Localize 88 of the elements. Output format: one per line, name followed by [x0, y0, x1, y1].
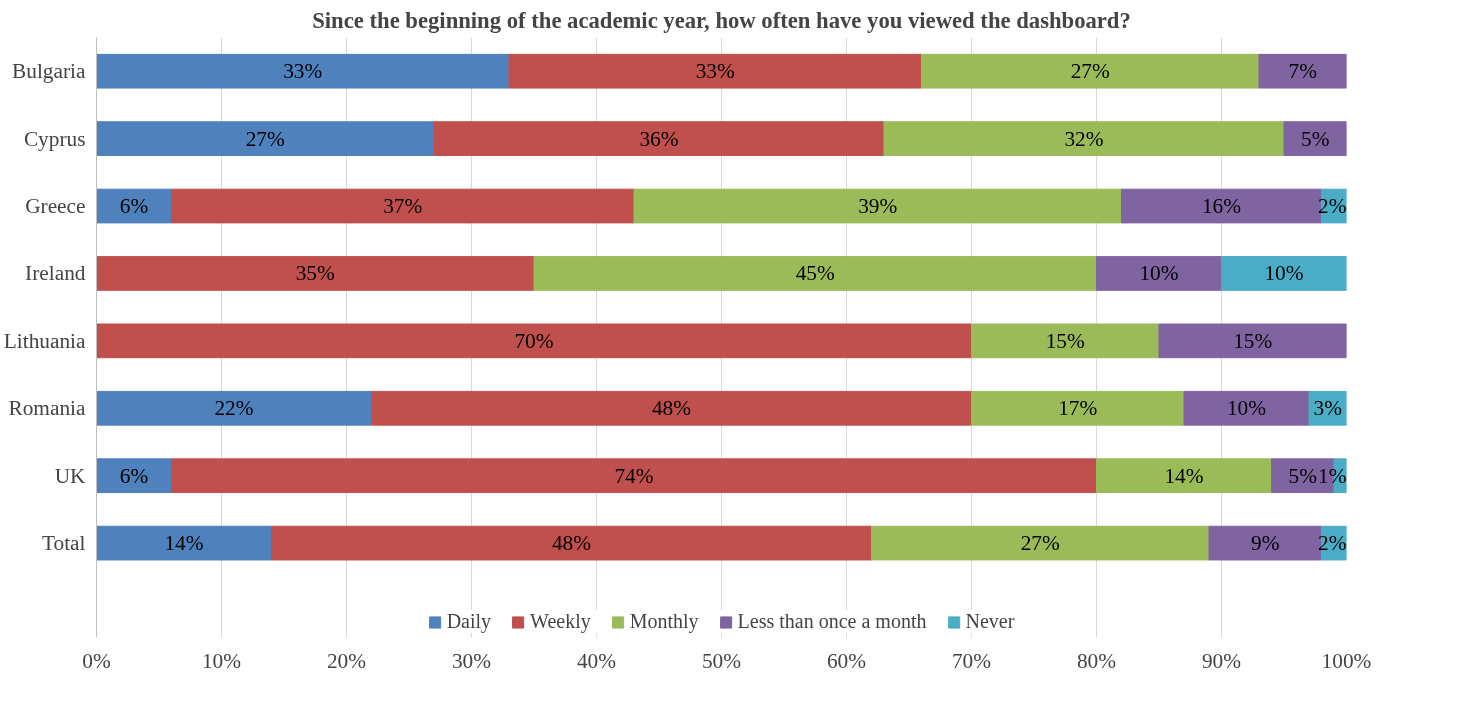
data-label: 1%: [1318, 463, 1347, 488]
x-tick-label: 100%: [1321, 648, 1372, 673]
legend-label: Monthly: [629, 610, 699, 633]
chart-title: Since the beginning of the academic year, how often have you viewed the dashboard?: [312, 7, 1131, 33]
data-label: 22%: [214, 396, 254, 421]
x-tick-label: 80%: [1076, 648, 1117, 673]
bar: [96, 323, 972, 359]
data-label: 10%: [1139, 261, 1179, 286]
bar: [96, 256, 535, 291]
bar: [96, 525, 272, 561]
bar: [871, 525, 1210, 561]
bar: [633, 188, 1122, 224]
x-tick-label: 60%: [826, 648, 867, 673]
data-label: 32%: [1064, 126, 1104, 151]
data-label: 14%: [164, 531, 204, 556]
x-tick-label: 40%: [576, 648, 617, 673]
legend-label: Weekly: [530, 610, 591, 633]
data-label: 15%: [1233, 328, 1273, 353]
data-label: 39%: [858, 194, 898, 219]
legend-label: Never: [965, 610, 1015, 633]
data-label: 10%: [1226, 396, 1267, 421]
bar: [971, 390, 1185, 426]
x-tick-label: 20%: [326, 648, 367, 673]
bar: [533, 256, 1097, 291]
x-tick-label: 30%: [451, 648, 492, 673]
data-label: 5%: [1288, 463, 1318, 488]
bar: [1096, 256, 1222, 291]
data-label: 3%: [1313, 396, 1343, 421]
data-label: 6%: [119, 463, 149, 488]
data-label: 35%: [295, 261, 336, 286]
bar: [1258, 53, 1347, 89]
x-tick-label: 50%: [701, 648, 742, 673]
data-label: 36%: [639, 126, 679, 151]
data-label: 7%: [1288, 59, 1318, 84]
bar: [171, 188, 635, 224]
x-tick-label: 70%: [951, 648, 992, 673]
data-label: 27%: [1070, 59, 1111, 84]
bar: [1096, 458, 1272, 494]
legend-label: Daily: [446, 610, 492, 633]
y-tick-label: Bulgaria: [12, 59, 87, 84]
data-label: 70%: [514, 328, 554, 353]
y-tick-label: Cyprus: [23, 126, 86, 151]
data-label: 48%: [551, 531, 592, 556]
bar: [1158, 323, 1347, 359]
data-label: 6%: [119, 194, 149, 219]
data-label: 17%: [1058, 396, 1098, 421]
bar: [371, 390, 972, 426]
data-label: 33%: [283, 59, 323, 84]
data-label: 27%: [245, 126, 286, 151]
bar: [971, 323, 1160, 359]
bar: [433, 121, 885, 156]
data-label: 2%: [1318, 194, 1347, 219]
data-label: 16%: [1201, 194, 1242, 219]
bar: [96, 53, 510, 89]
x-tick-label: 0%: [82, 648, 111, 673]
bar: [508, 53, 922, 89]
data-label: 48%: [651, 396, 692, 421]
bar: [171, 458, 1097, 494]
y-tick-label: Lithuania: [3, 328, 87, 353]
bar: [1183, 390, 1310, 426]
data-label: 45%: [795, 261, 836, 286]
data-label: 2%: [1318, 531, 1347, 556]
y-tick-label: Romania: [8, 396, 87, 421]
data-label: 27%: [1020, 531, 1061, 556]
legend-label: Less than once a month: [737, 610, 927, 633]
x-tick-label: 10%: [201, 648, 242, 673]
data-label: 9%: [1251, 531, 1280, 556]
y-tick-label: UK: [54, 463, 87, 488]
bar: [921, 53, 1260, 89]
x-tick-label: 90%: [1201, 648, 1242, 673]
data-label: 37%: [383, 194, 423, 219]
bar: [271, 525, 872, 561]
y-tick-label: Total: [41, 531, 86, 556]
bar: [96, 121, 435, 156]
data-label: 10%: [1264, 261, 1304, 286]
data-label: 33%: [695, 59, 736, 84]
data-label: 74%: [614, 463, 654, 488]
y-tick-label: Ireland: [25, 261, 86, 286]
y-tick-label: Greece: [25, 194, 86, 219]
bar: [1221, 256, 1347, 291]
data-label: 15%: [1045, 328, 1086, 353]
data-label: 5%: [1301, 126, 1330, 151]
bar: [96, 188, 172, 224]
bar: [96, 390, 372, 426]
bar: [883, 121, 1285, 156]
bar: [96, 458, 172, 494]
bar: [1283, 121, 1347, 156]
data-label: 14%: [1164, 463, 1204, 488]
